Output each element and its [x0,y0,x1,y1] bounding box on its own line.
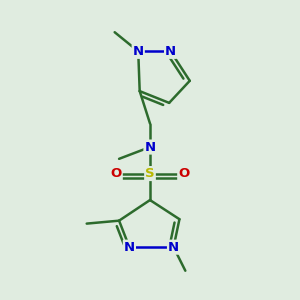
Text: N: N [124,241,135,254]
Text: N: N [144,141,156,154]
Text: O: O [178,167,190,180]
Text: S: S [145,167,155,180]
Text: N: N [165,45,176,58]
Text: N: N [133,45,144,58]
Text: O: O [110,167,122,180]
Text: N: N [168,241,179,254]
